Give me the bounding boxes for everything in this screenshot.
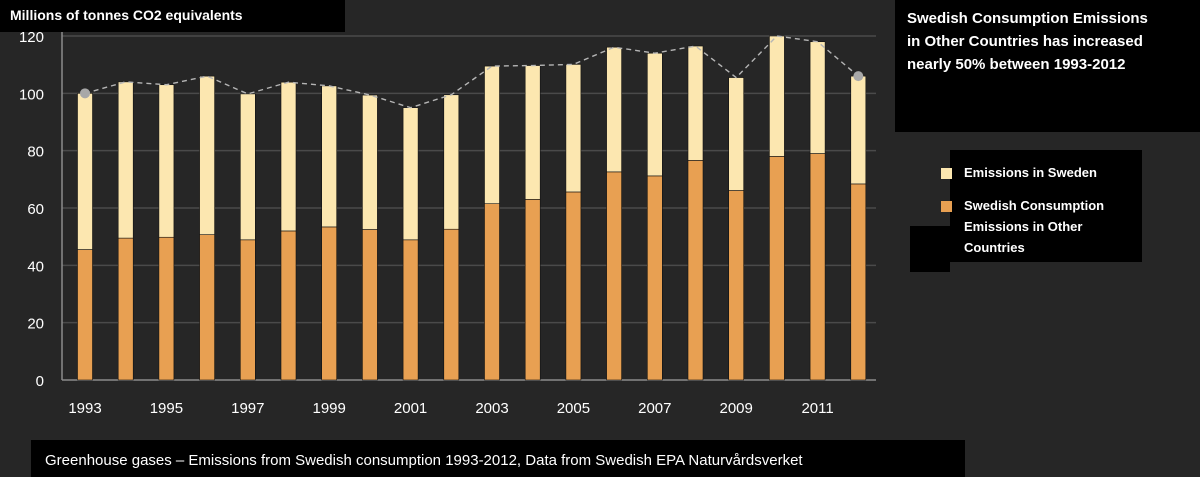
bar-sweden-1995	[158, 84, 175, 238]
bar-other-countries-2000	[362, 229, 378, 381]
x-tick-label-1995: 1995	[150, 400, 183, 417]
bar-sweden-1996	[199, 75, 215, 235]
bar-other-countries-1994	[117, 237, 134, 381]
bar-sweden-2007	[646, 52, 663, 177]
bar-other-countries-1997	[240, 239, 256, 381]
bar-sweden-2001	[402, 107, 419, 241]
legend-label-other-line-1: Swedish Consumption	[964, 198, 1105, 213]
legend-label-other-line-3: Countries	[964, 240, 1025, 255]
x-tick-label-2001: 2001	[394, 400, 427, 417]
annotation-box: Swedish Consumption Emissions in Other C…	[895, 0, 1200, 132]
x-tick-label-1997: 1997	[231, 400, 264, 417]
bar-sweden-2006	[606, 46, 622, 173]
y-tick-label-100: 100	[19, 86, 44, 103]
bar-sweden-2009	[728, 77, 745, 191]
bar-sweden-1997	[240, 93, 256, 241]
bar-other-countries-2001	[402, 239, 419, 381]
bar-sweden-2003	[484, 65, 500, 205]
bar-sweden-2010	[769, 35, 785, 157]
annotation-line-1: Swedish Consumption Emissions	[907, 10, 1148, 27]
legend-label-sweden: Emissions in Sweden	[964, 165, 1097, 180]
legend: Emissions in Sweden Swedish Consumption …	[941, 150, 1142, 262]
legend-label-other-line-2: Emissions in Other	[964, 219, 1083, 234]
bar-other-countries-2003	[484, 203, 500, 381]
bar-sweden-2000	[362, 94, 378, 230]
bar-sweden-2004	[524, 65, 541, 200]
bar-sweden-1993	[77, 93, 93, 250]
legend-swatch-sweden	[941, 168, 952, 179]
x-tick-label-1999: 1999	[313, 400, 346, 417]
legend-backdrop	[910, 226, 950, 272]
y-tick-label-0: 0	[36, 373, 44, 390]
bar-sweden-2002	[443, 94, 460, 230]
bar-other-countries-2010	[769, 156, 785, 381]
annotation-line-3: nearly 50% between 1993-2012	[907, 56, 1126, 73]
trend-marker-1993	[80, 88, 90, 99]
bar-sweden-1999	[321, 85, 338, 228]
bar-other-countries-1995	[158, 236, 175, 381]
y-tick-label-60: 60	[27, 201, 44, 218]
y-axis-label-box: Millions of tonnes CO2 equivalents	[0, 0, 345, 32]
y-tick-label-20: 20	[27, 316, 44, 333]
bar-sweden-2008	[687, 45, 704, 161]
bar-other-countries-1998	[280, 230, 297, 381]
y-axis-label: Millions of tonnes CO2 equivalents	[10, 7, 243, 23]
x-tick-label-2007: 2007	[638, 400, 671, 417]
footer-caption: Greenhouse gases – Emissions from Swedis…	[45, 452, 803, 469]
bar-other-countries-2011	[809, 153, 826, 381]
legend-swatch-other-countries	[941, 201, 952, 212]
x-tick-label-2011: 2011	[801, 400, 833, 417]
bar-sweden-1998	[280, 81, 297, 232]
bar-other-countries-2004	[524, 199, 541, 381]
y-tick-label-120: 120	[19, 29, 44, 46]
bar-sweden-1994	[117, 81, 134, 239]
y-tick-label-80: 80	[27, 144, 44, 161]
bar-other-countries-2006	[606, 171, 622, 381]
bar-other-countries-2009	[728, 190, 745, 381]
x-tick-label-2009: 2009	[720, 400, 753, 417]
x-tick-label-2005: 2005	[557, 400, 590, 417]
bar-other-countries-2005	[565, 191, 582, 381]
bar-other-countries-2002	[443, 228, 460, 381]
bar-sweden-2011	[809, 41, 826, 154]
footer-caption-box: Greenhouse gases – Emissions from Swedis…	[31, 440, 965, 477]
y-tick-label-40: 40	[27, 258, 44, 275]
bar-sweden-2012	[850, 75, 867, 185]
bar-sweden-2005	[565, 64, 582, 193]
bar-other-countries-1993	[77, 249, 93, 381]
trend-marker-2012	[853, 71, 864, 82]
bar-other-countries-2007	[646, 175, 663, 381]
bar-other-countries-2008	[687, 160, 704, 381]
bar-other-countries-1996	[199, 234, 215, 381]
x-tick-label-1993: 1993	[68, 400, 101, 417]
annotation-line-2: in Other Countries has increased	[907, 33, 1143, 50]
bar-other-countries-1999	[321, 226, 338, 381]
x-tick-label-2003: 2003	[475, 400, 508, 417]
bar-other-countries-2012	[850, 183, 867, 381]
